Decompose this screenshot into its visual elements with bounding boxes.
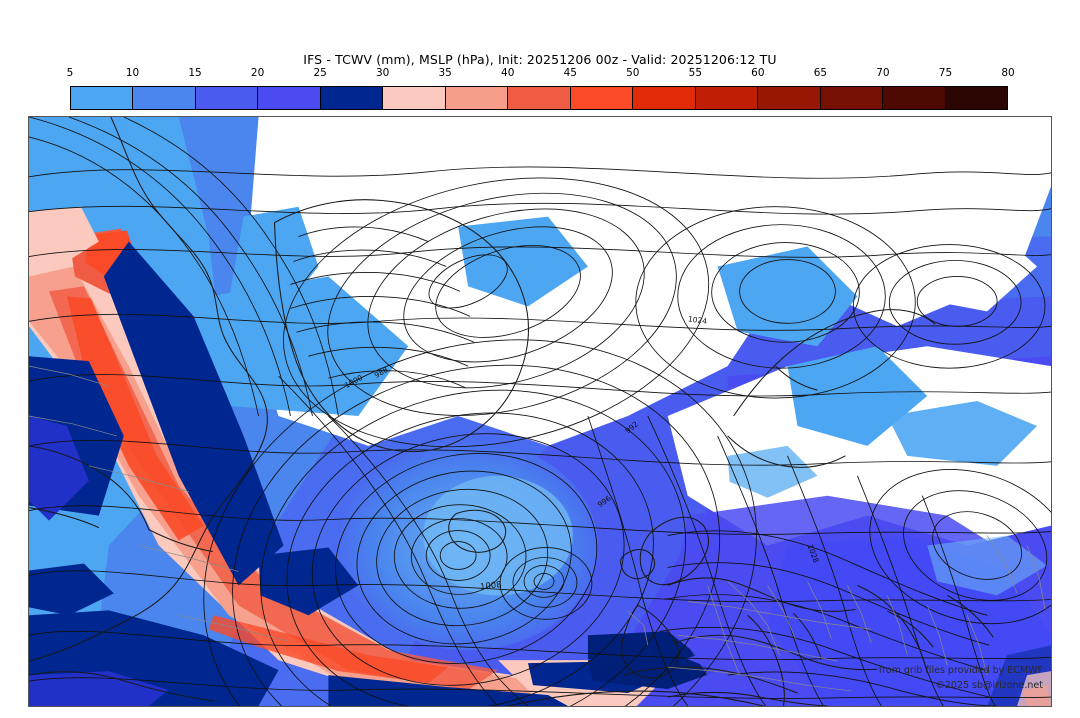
svg-text:1008: 1008 bbox=[480, 579, 503, 592]
colorbar-tick-10: 10 bbox=[125, 67, 140, 79]
coastline-layer bbox=[29, 117, 1051, 706]
colorbar-tick-40: 40 bbox=[501, 67, 515, 79]
mslp-svg: 1008 1000 996 992 988 1024 1028 bbox=[29, 117, 1051, 706]
colorbar-segment-25 bbox=[320, 87, 384, 109]
page-title: IFS - TCWV (mm), MSLP (hPa), Init: 20251… bbox=[303, 52, 777, 67]
coastline-svg bbox=[29, 117, 1046, 706]
colorbar-tick-5: 5 bbox=[66, 67, 74, 79]
colorbar-gradient bbox=[70, 86, 1008, 110]
colorbar-tick-25: 25 bbox=[313, 67, 327, 79]
colorbar-tick-55: 55 bbox=[688, 67, 703, 79]
credit-source: from grib files provided by ECMWF bbox=[878, 665, 1043, 676]
colorbar-segment-75 bbox=[945, 87, 1008, 109]
colorbar bbox=[70, 86, 1008, 110]
colorbar-tick-20: 20 bbox=[250, 67, 265, 79]
colorbar-tick-35: 35 bbox=[438, 67, 452, 79]
colorbar-segment-45 bbox=[570, 87, 634, 109]
colorbar-tick-labels: 5 10 15 20 25 30 35 40 45 50 55 60 65 70 75 80 bbox=[66, 66, 1015, 80]
colorbar-segment-35 bbox=[445, 87, 509, 109]
colorbar-segment-10 bbox=[133, 87, 196, 109]
colorbar-tick-80: 80 bbox=[1001, 67, 1015, 79]
colorbar-tick-70: 70 bbox=[876, 67, 890, 79]
colorbar-tick-60: 60 bbox=[751, 67, 765, 79]
colorbar-segment-60 bbox=[758, 87, 821, 109]
colorbar-segment-70 bbox=[883, 87, 946, 109]
colorbar-segment-30 bbox=[383, 87, 446, 109]
colorbar-tick-75: 75 bbox=[938, 67, 953, 79]
colorbar-segment-20 bbox=[258, 87, 321, 109]
mslp-contour-layer: 1008 1000 996 992 988 1024 1028 bbox=[29, 117, 1051, 706]
colorbar-segment-55 bbox=[695, 87, 759, 109]
colorbar-tick-50: 50 bbox=[626, 67, 640, 79]
colorbar-segment-50 bbox=[633, 87, 696, 109]
colorbar-segment-40 bbox=[508, 87, 571, 109]
colorbar-tick-15: 15 bbox=[188, 67, 202, 79]
colorbar-tick-30: 30 bbox=[375, 67, 390, 79]
svg-text:1024: 1024 bbox=[687, 314, 707, 326]
map-canvas[interactable]: 1008 1000 996 992 988 1024 1028 bbox=[28, 116, 1052, 707]
credit-copyright: ©2025 sb@irizone.net bbox=[935, 680, 1043, 691]
colorbar-tick-45: 45 bbox=[563, 67, 577, 79]
colorbar-tick-65: 65 bbox=[813, 67, 828, 79]
colorbar-segment-65 bbox=[820, 87, 884, 109]
colorbar-segment-15 bbox=[195, 87, 259, 109]
colorbar-segment-5 bbox=[71, 87, 134, 109]
